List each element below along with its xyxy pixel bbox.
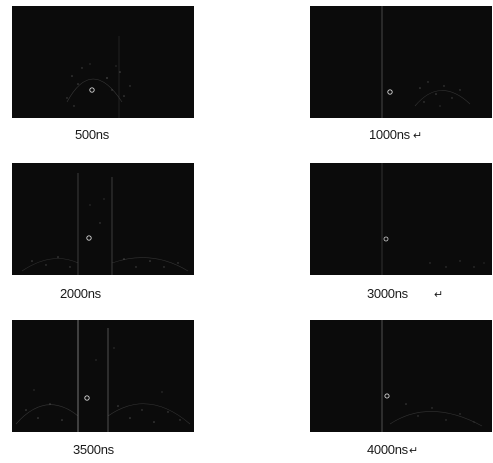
simulation-frame-4000ns [310,320,492,432]
return-mark-icon: ↵ [412,130,422,142]
caption-text: 3500ns [73,442,114,457]
return-mark-icon: ↵ [433,289,443,301]
caption-text: 3000ns [367,286,408,301]
caption-4000ns: 4000ns↵ [367,442,418,457]
caption-3500ns: 3500ns [73,442,114,457]
simulation-frame-3500ns [12,320,194,432]
simulation-frame-500ns [12,6,194,118]
simulation-frame-2000ns [12,163,194,275]
return-mark-icon: ↵ [408,445,418,457]
caption-text: 1000ns [369,127,410,142]
caption-text: 2000ns [60,286,101,301]
caption-text: 4000ns [367,442,408,457]
caption-text: 500ns [75,127,109,142]
caption-500ns: 500ns [75,127,109,142]
simulation-frame-3000ns [310,163,492,275]
caption-2000ns: 2000ns [60,286,101,301]
caption-1000ns: 1000ns ↵ [369,127,422,142]
simulation-frame-1000ns [310,6,492,118]
caption-3000ns: 3000ns ↵ [367,286,443,301]
